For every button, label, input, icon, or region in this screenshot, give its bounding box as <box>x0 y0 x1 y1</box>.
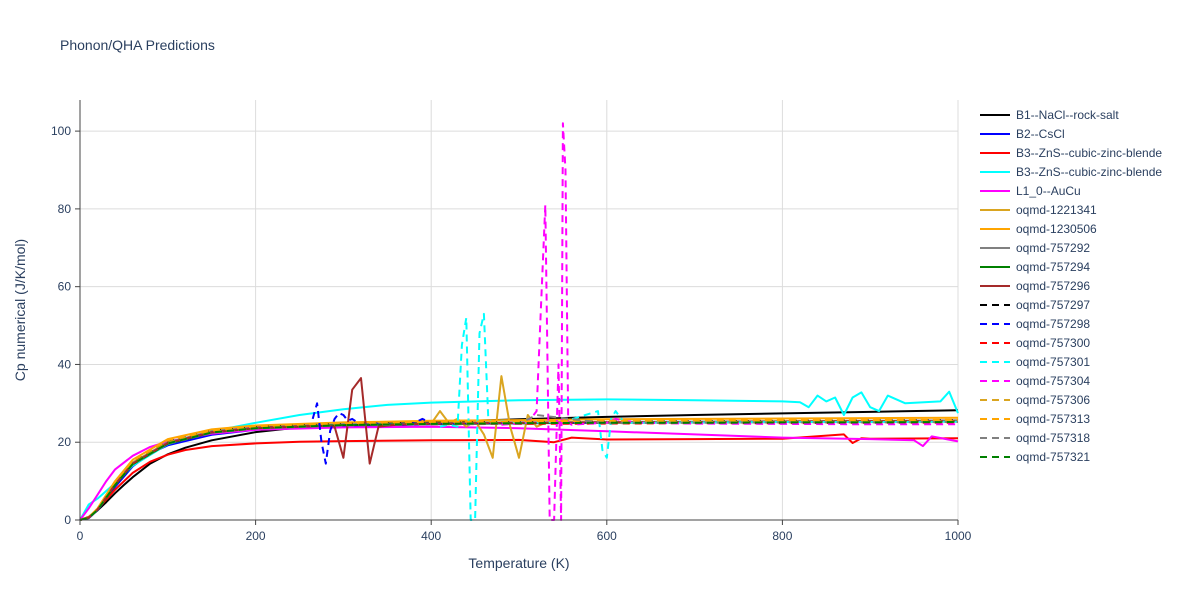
legend-label: oqmd-757313 <box>1016 412 1090 426</box>
y-axis-title: Cp numerical (J/K/mol) <box>12 239 28 381</box>
axes: 0 200 400 600 800 1000 0 20 40 60 80 100 <box>51 100 972 543</box>
legend-item[interactable]: oqmd-1230506 <box>980 222 1097 236</box>
x-tick-label: 0 <box>77 529 84 543</box>
legend-item[interactable]: B3--ZnS--cubic-zinc-blende <box>980 146 1162 160</box>
plot-series <box>79 122 959 521</box>
legend-label: B1--NaCl--rock-salt <box>1016 108 1119 122</box>
legend-item[interactable]: B2--CsCl <box>980 127 1065 141</box>
x-tick-label: 600 <box>597 529 617 543</box>
series-line-3[interactable] <box>79 433 959 521</box>
series-line-14[interactable] <box>439 312 959 521</box>
y-tick-label: 40 <box>58 357 72 371</box>
legend-label: oqmd-757318 <box>1016 431 1090 445</box>
series-line-6[interactable] <box>79 375 959 521</box>
y-tick-label: 80 <box>58 202 72 216</box>
legend-label: oqmd-757298 <box>1016 317 1090 331</box>
legend-item[interactable]: oqmd-757313 <box>980 412 1090 426</box>
legend-item[interactable]: oqmd-757294 <box>980 260 1090 274</box>
legend-item[interactable]: B3--ZnS--cubic-zinc-blende <box>980 165 1162 179</box>
legend-label: B3--ZnS--cubic-zinc-blende <box>1016 146 1162 160</box>
x-tick-label: 200 <box>246 529 266 543</box>
y-tick-label: 20 <box>58 435 72 449</box>
legend-label: B2--CsCl <box>1016 127 1065 141</box>
legend-label: oqmd-757321 <box>1016 450 1090 464</box>
y-tick-label: 60 <box>58 280 72 294</box>
legend-label: oqmd-757292 <box>1016 241 1090 255</box>
grid-lines <box>80 100 959 520</box>
legend-item[interactable]: oqmd-757292 <box>980 241 1090 255</box>
legend-item[interactable]: oqmd-1221341 <box>980 203 1097 217</box>
x-axis-title: Temperature (K) <box>468 555 569 571</box>
legend-item[interactable]: oqmd-757296 <box>980 279 1090 293</box>
legend[interactable]: B1--NaCl--rock-salt B2--CsCl B3--ZnS--cubi… <box>980 108 1162 464</box>
legend-item[interactable]: B1--NaCl--rock-salt <box>980 108 1119 122</box>
legend-item[interactable]: oqmd-757298 <box>980 317 1090 331</box>
legend-label: oqmd-757296 <box>1016 279 1090 293</box>
x-tick-label: 800 <box>772 529 792 543</box>
y-tick-label: 0 <box>64 513 71 527</box>
y-tick-label: 100 <box>51 124 71 138</box>
x-tick-label: 400 <box>421 529 441 543</box>
legend-item[interactable]: oqmd-757297 <box>980 298 1090 312</box>
legend-label: B3--ZnS--cubic-zinc-blende <box>1016 165 1162 179</box>
series-line-17[interactable] <box>79 418 959 521</box>
legend-label: oqmd-1230506 <box>1016 222 1097 236</box>
series-line-1[interactable] <box>79 409 959 521</box>
series-line-15[interactable] <box>501 122 958 521</box>
legend-item[interactable]: oqmd-757306 <box>980 393 1090 407</box>
legend-item[interactable]: oqmd-757321 <box>980 450 1090 464</box>
legend-label: oqmd-757300 <box>1016 336 1090 350</box>
legend-label: L1_0--AuCu <box>1016 184 1081 198</box>
series-line-19[interactable] <box>79 421 959 521</box>
legend-label: oqmd-1221341 <box>1016 203 1097 217</box>
series-line-5[interactable] <box>79 425 959 521</box>
legend-label: oqmd-757306 <box>1016 393 1090 407</box>
legend-item[interactable]: oqmd-757304 <box>980 374 1090 388</box>
legend-label: oqmd-757297 <box>1016 298 1090 312</box>
legend-label: oqmd-757304 <box>1016 374 1090 388</box>
legend-item[interactable]: L1_0--AuCu <box>980 184 1081 198</box>
legend-item[interactable]: oqmd-757301 <box>980 355 1090 369</box>
legend-label: oqmd-757301 <box>1016 355 1090 369</box>
legend-label: oqmd-757294 <box>1016 260 1090 274</box>
legend-item[interactable]: oqmd-757300 <box>980 336 1090 350</box>
legend-item[interactable]: oqmd-757318 <box>980 431 1090 445</box>
x-tick-label: 1000 <box>945 529 972 543</box>
chart-title: Phonon/QHA Predictions <box>60 37 215 53</box>
